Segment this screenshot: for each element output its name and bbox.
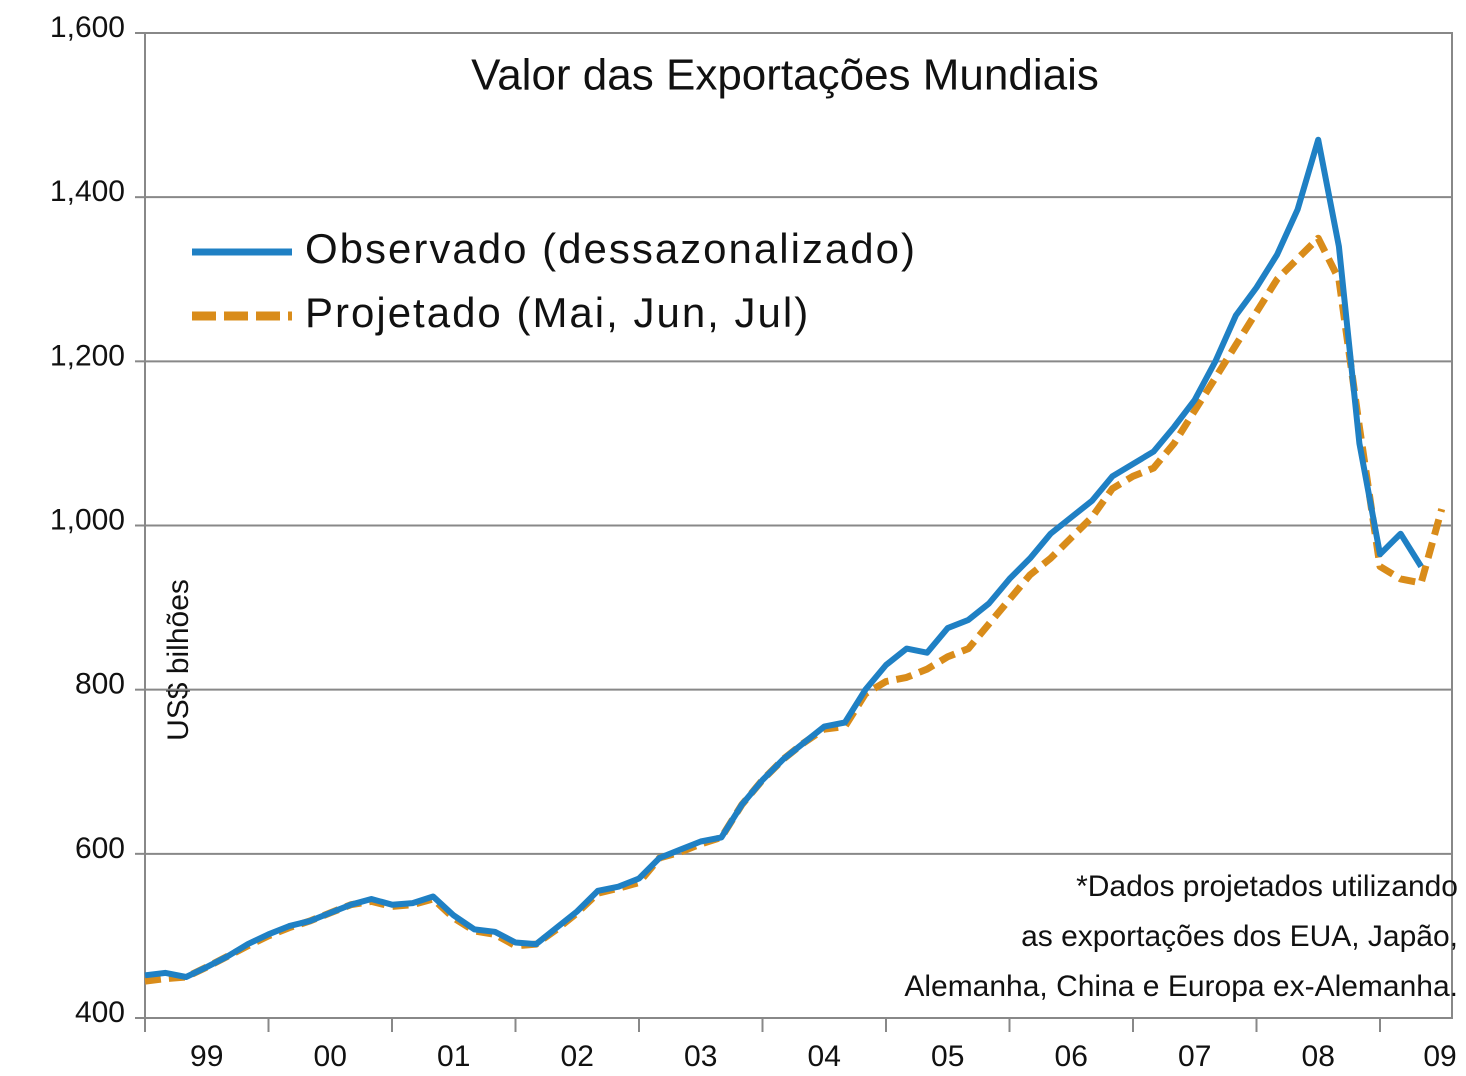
x-tick-label: 04 bbox=[808, 1040, 841, 1073]
chart-title: Valor das Exportações Mundiais bbox=[471, 51, 1099, 100]
annotation: *Dados projetados utilizando bbox=[1076, 870, 1458, 903]
x-tick-label: 07 bbox=[1178, 1040, 1211, 1073]
y-tick-label: 1,200 bbox=[50, 339, 125, 372]
legend-label: Observado (dessazonalizado) bbox=[305, 225, 917, 272]
x-tick-label: 01 bbox=[437, 1040, 470, 1073]
y-tick-label: 600 bbox=[75, 832, 125, 865]
x-tick-label: 08 bbox=[1302, 1040, 1335, 1073]
x-tick-label: 09 bbox=[1423, 1040, 1456, 1073]
annotation: as exportações dos EUA, Japão, bbox=[1021, 920, 1458, 953]
y-tick-label: 400 bbox=[75, 996, 125, 1029]
x-tick-label: 03 bbox=[684, 1040, 717, 1073]
x-tick-label: 02 bbox=[561, 1040, 594, 1073]
x-tick-label: 06 bbox=[1055, 1040, 1088, 1073]
annotation: Alemanha, China e Europa ex-Alemanha. bbox=[904, 970, 1458, 1003]
y-tick-label: 800 bbox=[75, 668, 125, 701]
legend-label: Projetado (Mai, Jun, Jul) bbox=[305, 289, 810, 336]
y-tick-label: 1,600 bbox=[50, 11, 125, 44]
y-tick-label: 1,400 bbox=[50, 175, 125, 208]
x-tick-label: 00 bbox=[314, 1040, 347, 1073]
x-tick-label: 05 bbox=[931, 1040, 964, 1073]
y-tick-label: 1,000 bbox=[50, 503, 125, 536]
x-tick-label: 99 bbox=[190, 1040, 223, 1073]
y-axis-label: US$ bilhões bbox=[162, 579, 195, 741]
series-line bbox=[144, 136, 1424, 980]
